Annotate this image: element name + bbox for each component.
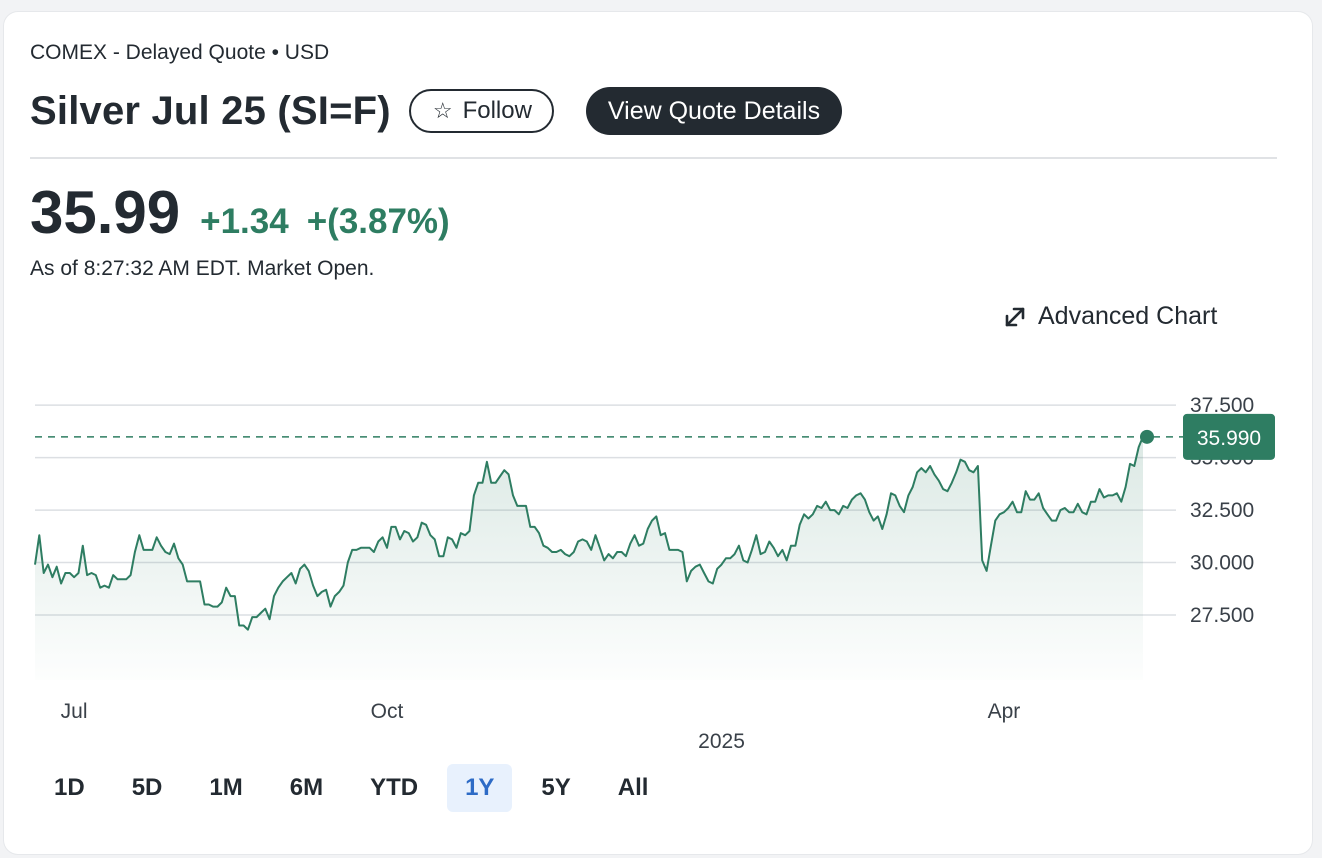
- range-tab-6m[interactable]: 6M: [289, 774, 324, 801]
- price-line: [34, 436, 1144, 631]
- x-tick-label: Apr: [988, 700, 1021, 723]
- range-tab-ytd[interactable]: YTD: [370, 774, 419, 801]
- range-tab-all[interactable]: All: [617, 774, 649, 801]
- exchange-label: COMEX - Delayed Quote • USD: [30, 41, 330, 64]
- follow-label: Follow: [462, 97, 532, 124]
- header-divider: [30, 157, 1277, 159]
- title-row: Silver Jul 25 (SI=F) ☆ Follow View Quote…: [30, 86, 843, 136]
- market-status: As of 8:27:32 AM EDT. Market Open.: [30, 257, 375, 280]
- y-tick-label: 30.000: [1190, 552, 1254, 575]
- view-quote-details-button[interactable]: View Quote Details: [585, 87, 843, 135]
- follow-button[interactable]: ☆ Follow: [408, 89, 554, 133]
- last-price-label: 35.990: [1197, 427, 1261, 450]
- last-price-dot: [1140, 429, 1154, 444]
- y-tick-label: 27.500: [1190, 604, 1254, 627]
- price-area-fill: [35, 436, 1143, 680]
- range-tab-1y[interactable]: 1Y: [447, 764, 513, 812]
- star-icon: ☆: [432, 98, 453, 123]
- last-price-tag: 35.990: [1183, 413, 1275, 460]
- range-tab-5d[interactable]: 5D: [131, 774, 163, 801]
- price-row: 35.99 +1.34 +(3.87%): [30, 178, 450, 247]
- advanced-chart-link[interactable]: Advanced Chart: [1002, 302, 1217, 331]
- range-tab-1m[interactable]: 1M: [209, 774, 243, 801]
- year-label: 2025: [698, 730, 745, 753]
- advanced-chart-label: Advanced Chart: [1038, 302, 1218, 330]
- price-change: +1.34: [200, 202, 289, 241]
- expand-arrows-icon: [1005, 307, 1025, 326]
- y-tick-label: 37.500: [1190, 394, 1254, 417]
- x-tick-label: Jul: [61, 700, 88, 723]
- y-tick-label: 32.500: [1190, 499, 1254, 522]
- range-selector: 1D 5D 1M 6M YTD 1Y 5Y All: [36, 764, 677, 812]
- page-title: Silver Jul 25 (SI=F): [30, 88, 391, 133]
- range-tab-1d[interactable]: 1D: [54, 774, 85, 801]
- x-tick-label: Oct: [371, 700, 404, 723]
- quote-card: [4, 12, 1312, 854]
- price-change-percent: +(3.87%): [306, 202, 450, 241]
- current-price: 35.99: [30, 179, 181, 246]
- range-tab-5y[interactable]: 5Y: [541, 774, 571, 801]
